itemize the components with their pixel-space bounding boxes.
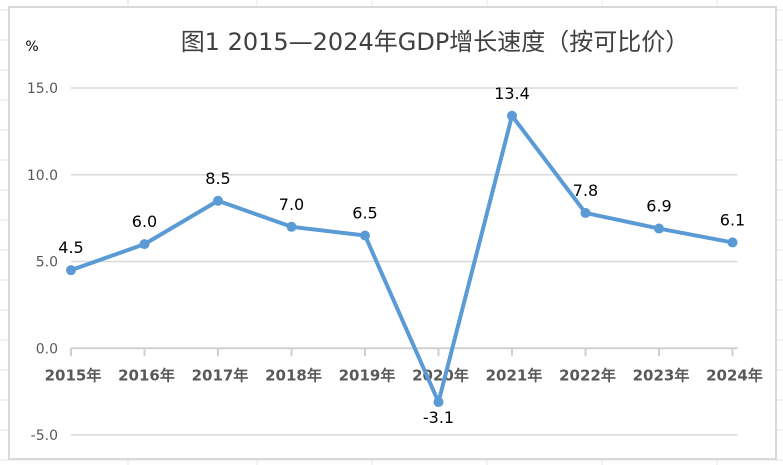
y-tick-label: 0.0 xyxy=(36,341,58,357)
data-label: 6.1 xyxy=(720,210,745,229)
data-label: 4.5 xyxy=(58,238,83,257)
x-tick-label: 2020年 xyxy=(412,366,469,384)
data-label: -3.1 xyxy=(423,408,454,427)
x-tick-label: 2021年 xyxy=(486,366,543,384)
data-label: 7.0 xyxy=(279,195,304,214)
x-tick-label: 2016年 xyxy=(118,366,175,384)
data-label: 6.0 xyxy=(132,212,157,231)
data-point xyxy=(507,110,517,121)
chart-area xyxy=(8,6,777,460)
x-tick-label: 2023年 xyxy=(633,366,690,384)
y-tick-label: 5.0 xyxy=(36,255,58,271)
data-label: 13.4 xyxy=(494,84,530,103)
x-tick-label: 2015年 xyxy=(45,366,102,384)
y-tick-label: 15.0 xyxy=(27,81,58,97)
data-label: 6.5 xyxy=(352,203,377,222)
data-point xyxy=(727,237,738,248)
y-tick-label: 10.0 xyxy=(27,168,58,184)
x-tick-label: 2024年 xyxy=(706,366,763,384)
data-point xyxy=(360,230,370,241)
data-label: 7.8 xyxy=(573,181,598,200)
x-tick-label: 2017年 xyxy=(192,366,249,384)
data-point xyxy=(286,221,297,232)
x-tick-label: 2019年 xyxy=(339,366,396,384)
data-point xyxy=(66,265,76,276)
chart-title: 图1 2015—2024年GDP增长速度（按可比价） xyxy=(181,28,690,56)
data-point xyxy=(139,239,150,250)
data-label: 6.9 xyxy=(646,197,671,216)
data-label: 8.5 xyxy=(205,169,230,188)
x-tick-label: 2018年 xyxy=(265,366,322,384)
x-tick-label: 2022年 xyxy=(559,366,616,384)
series-line xyxy=(70,113,733,405)
data-point xyxy=(580,207,591,218)
data-point xyxy=(433,397,444,408)
data-point xyxy=(654,223,664,234)
y-axis-unit: % xyxy=(25,39,38,55)
data-point xyxy=(213,195,223,206)
y-tick-label: -5.0 xyxy=(31,428,58,444)
